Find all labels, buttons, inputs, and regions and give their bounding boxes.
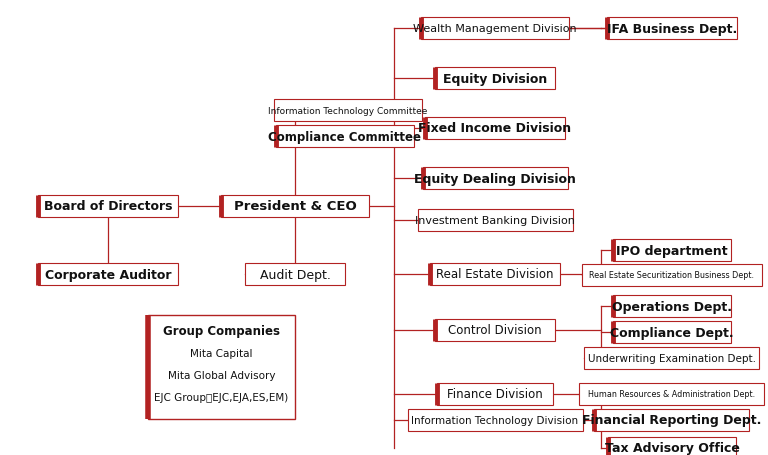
Text: Corporate Auditor: Corporate Auditor bbox=[45, 268, 171, 281]
Text: Board of Directors: Board of Directors bbox=[44, 200, 172, 213]
Text: Group Companies: Group Companies bbox=[163, 325, 280, 338]
Text: Mita Global Advisory: Mita Global Advisory bbox=[167, 370, 275, 380]
Bar bbox=[613, 321, 731, 343]
Text: Operations Dept.: Operations Dept. bbox=[612, 300, 732, 313]
Text: President & CEO: President & CEO bbox=[233, 200, 356, 213]
Text: Compliance Dept.: Compliance Dept. bbox=[611, 326, 733, 339]
Text: Underwriting Examination Dept.: Underwriting Examination Dept. bbox=[588, 353, 756, 363]
Text: Real Estate Securitization Business Dept.: Real Estate Securitization Business Dept… bbox=[590, 271, 754, 280]
Bar bbox=[582, 264, 762, 286]
Bar bbox=[408, 409, 582, 431]
Text: Compliance Committee: Compliance Committee bbox=[269, 130, 422, 143]
Text: Real Estate Division: Real Estate Division bbox=[436, 268, 554, 281]
Bar bbox=[221, 196, 369, 217]
Bar bbox=[437, 383, 553, 405]
Text: Control Division: Control Division bbox=[449, 324, 541, 337]
Text: EJC Group（EJC,EJA,ES,EM): EJC Group（EJC,EJA,ES,EM) bbox=[154, 392, 289, 402]
Text: Wealth Management Division: Wealth Management Division bbox=[413, 24, 577, 34]
Text: IPO department: IPO department bbox=[616, 244, 728, 257]
Text: Audit Dept.: Audit Dept. bbox=[260, 268, 330, 281]
Text: Equity Division: Equity Division bbox=[443, 72, 547, 86]
Bar bbox=[425, 118, 565, 140]
Bar bbox=[148, 315, 295, 419]
Text: Mita Capital: Mita Capital bbox=[190, 348, 253, 358]
Text: IFA Business Dept.: IFA Business Dept. bbox=[607, 22, 737, 35]
Text: Equity Dealing Division: Equity Dealing Division bbox=[414, 172, 576, 185]
Text: Fixed Income Division: Fixed Income Division bbox=[419, 122, 571, 135]
Bar bbox=[613, 295, 731, 317]
Text: Financial Reporting Dept.: Financial Reporting Dept. bbox=[582, 414, 762, 427]
Bar bbox=[38, 263, 178, 285]
Bar bbox=[276, 126, 414, 148]
Text: Investment Banking Division: Investment Banking Division bbox=[415, 216, 575, 226]
Bar bbox=[607, 18, 737, 40]
Text: Information Technology Division: Information Technology Division bbox=[412, 415, 578, 425]
Bar bbox=[608, 437, 736, 455]
Text: Finance Division: Finance Division bbox=[447, 388, 543, 400]
Bar bbox=[613, 239, 731, 262]
Bar bbox=[38, 196, 178, 217]
Text: Tax Advisory Office: Tax Advisory Office bbox=[604, 441, 740, 455]
Bar bbox=[245, 263, 345, 285]
Text: Information Technology Committee: Information Technology Committee bbox=[268, 106, 428, 115]
Bar bbox=[421, 18, 569, 40]
Text: Human Resources & Administration Dept.: Human Resources & Administration Dept. bbox=[588, 389, 756, 399]
Bar bbox=[594, 409, 750, 431]
Bar bbox=[418, 210, 572, 232]
Bar bbox=[430, 263, 560, 285]
Bar bbox=[584, 347, 760, 369]
Bar bbox=[435, 68, 555, 90]
Bar bbox=[435, 319, 555, 341]
Bar bbox=[580, 383, 764, 405]
Bar bbox=[274, 100, 422, 122]
Bar bbox=[422, 167, 568, 190]
